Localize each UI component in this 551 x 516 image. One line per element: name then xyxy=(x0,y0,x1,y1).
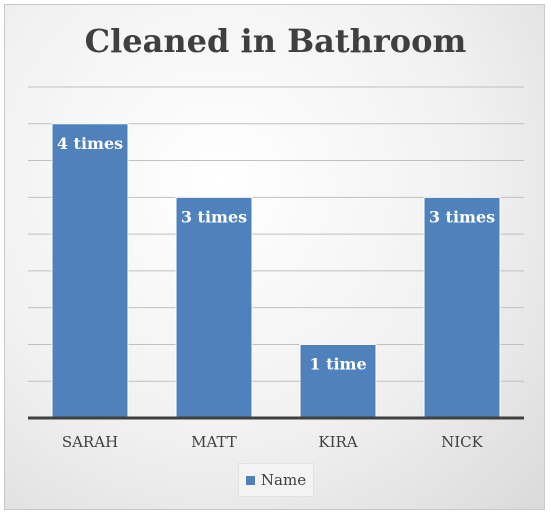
data-label: 4 times xyxy=(57,134,123,153)
chart-title: Cleaned in Bathroom xyxy=(84,22,467,60)
bar-nick xyxy=(423,196,501,419)
bar-matt xyxy=(175,196,253,419)
x-tick-label: NICK xyxy=(441,433,484,451)
x-tick-label: SARAH xyxy=(62,433,118,451)
data-label: 1 time xyxy=(309,354,366,373)
bar-kira xyxy=(299,343,377,419)
data-label: 3 times xyxy=(429,207,495,226)
legend: Name xyxy=(238,463,314,497)
x-tick-label: MATT xyxy=(191,433,237,451)
x-tick-label: KIRA xyxy=(318,433,357,451)
data-label: 3 times xyxy=(181,207,247,226)
legend-swatch xyxy=(245,475,255,485)
legend-label: Name xyxy=(260,471,307,489)
bar-sarah xyxy=(51,123,129,419)
